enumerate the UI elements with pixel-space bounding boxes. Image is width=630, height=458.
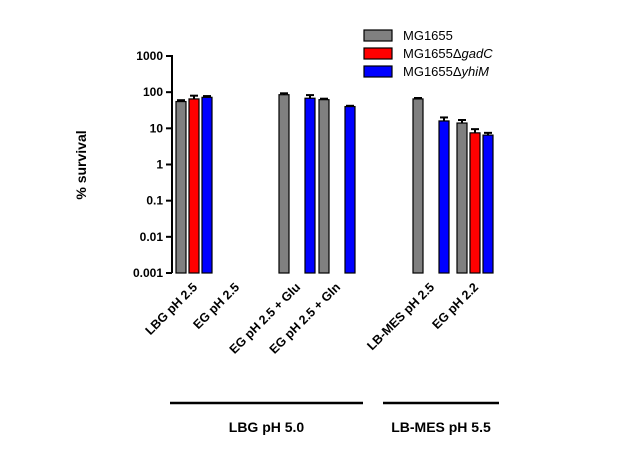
category-label: LB-MES pH 2.5: [364, 280, 437, 353]
legend: MG1655 MG1655ΔgadC MG1655ΔyhiM: [363, 28, 493, 79]
bar: [318, 99, 330, 274]
y-tick-label: 0.1: [146, 194, 163, 208]
legend-swatch: [363, 65, 393, 78]
legend-swatch: [363, 47, 393, 60]
bar: [344, 105, 356, 274]
bar: [456, 122, 468, 274]
y-axis-title: % survival: [73, 130, 89, 199]
category-label: EG pH 2.5 + Gln: [267, 280, 343, 356]
category-label: EG pH 2.2: [429, 280, 481, 332]
y-tick-label: 0.001: [133, 266, 163, 280]
bar: [482, 134, 494, 274]
y-tick-label: 0.01: [140, 230, 164, 244]
bar: [188, 98, 200, 274]
bar: [278, 94, 290, 274]
bar: [412, 98, 424, 274]
bar-series-layer: [175, 92, 494, 274]
category-label: LBG pH 2.5: [143, 280, 201, 338]
legend-label: MG1655: [403, 28, 453, 43]
group-label: LB-MES pH 5.5: [391, 419, 491, 435]
bar: [438, 120, 450, 274]
bar: [469, 132, 481, 274]
legend-label: MG1655ΔgadC: [403, 46, 493, 61]
bar: [175, 100, 187, 274]
legend-label: MG1655ΔyhiM: [403, 64, 489, 79]
category-label: EG pH 2.5: [190, 280, 242, 332]
y-tick-label: 1: [156, 158, 163, 172]
y-axis: 0.001 0.01 0.1 1 10 100 1000: [133, 49, 173, 280]
y-tick-label: 1000: [136, 49, 163, 63]
group-label: LBG pH 5.0: [229, 419, 305, 435]
group-brackets: LBG pH 5.0 LB-MES pH 5.5: [170, 401, 499, 435]
y-tick-label: 10: [150, 121, 164, 135]
bar: [304, 97, 316, 274]
legend-swatch: [363, 29, 393, 42]
y-tick-label: 100: [143, 85, 163, 99]
bar: [201, 96, 213, 274]
